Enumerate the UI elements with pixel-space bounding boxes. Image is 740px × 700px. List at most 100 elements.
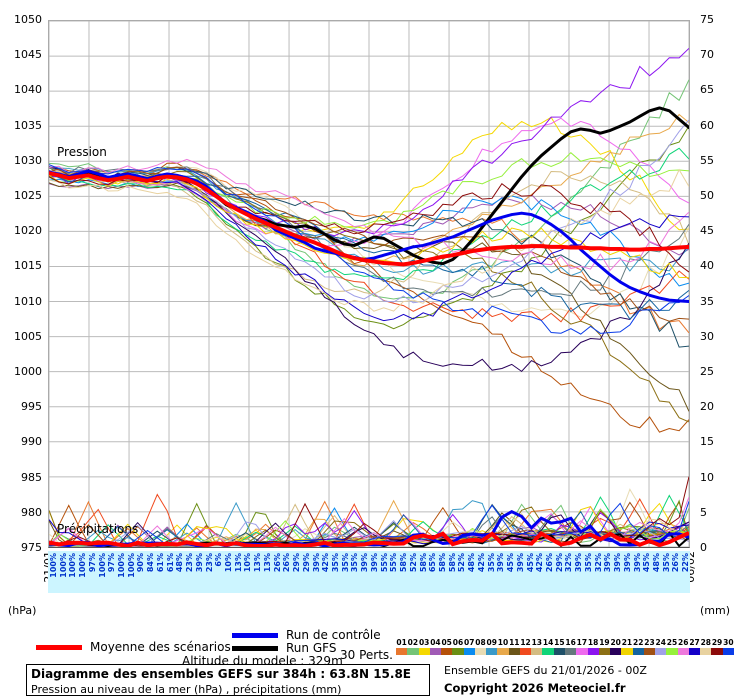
- member-pressure-line: [49, 113, 689, 267]
- member-color-swatch: [486, 648, 498, 655]
- member-number: 10: [497, 638, 509, 647]
- member-color-swatch: [452, 648, 464, 655]
- member-color-swatch: [632, 648, 644, 655]
- probability-label: 55%: [379, 553, 389, 573]
- probability-label: 100%: [48, 553, 58, 578]
- member-pressure-line: [49, 170, 689, 322]
- y-tick-right: 50: [700, 189, 714, 202]
- member-color-swatch: [396, 648, 408, 655]
- probability-label: 26%: [282, 553, 292, 573]
- member-number: 19: [599, 638, 610, 647]
- y-tick-left: 985: [21, 470, 42, 484]
- probability-label: 13%: [262, 553, 272, 573]
- member-number: 13: [531, 638, 543, 647]
- y-tick-right: 15: [700, 435, 714, 449]
- y-tick-left: 980: [21, 505, 42, 519]
- probability-label: 26%: [272, 553, 282, 573]
- member-color-swatch: [531, 648, 543, 655]
- member-color-swatch: [711, 648, 723, 655]
- probability-label: 39%: [360, 553, 370, 573]
- y-tick-left: 1045: [14, 48, 42, 62]
- member-number: 23: [644, 638, 655, 647]
- legend-gfs-label: Run GFS: [286, 641, 337, 655]
- member-pressure-line: [49, 182, 689, 412]
- series-control-pressure: [49, 169, 689, 304]
- y-tick-left: 1015: [14, 259, 42, 273]
- member-precip-line: [49, 496, 689, 547]
- probability-label: 32%: [564, 553, 574, 573]
- probability-label: 90%: [136, 553, 146, 573]
- member-number: 02: [407, 638, 419, 647]
- legend-control: Run de contrôle: [232, 628, 381, 642]
- member-color-swatch: [463, 648, 475, 655]
- member-number: 15: [554, 638, 565, 647]
- member-color-swatch: [429, 648, 442, 655]
- legend-control-label: Run de contrôle: [286, 628, 381, 642]
- member-number: 22: [632, 638, 644, 647]
- probability-label: 13%: [253, 553, 263, 573]
- gfs-swatch: [232, 646, 278, 651]
- run-info: Ensemble GEFS du 21/01/2026 - 00Z: [444, 664, 647, 677]
- probability-label: 35%: [583, 553, 593, 573]
- member-number: 30: [723, 638, 734, 647]
- probability-label: 61%: [155, 553, 165, 573]
- probability-label: 61%: [165, 553, 175, 573]
- member-color-swatch: [666, 648, 678, 655]
- probability-label: 39%: [603, 553, 613, 573]
- y-tick-right: 20: [700, 400, 714, 414]
- y-tick-right: 75: [700, 13, 714, 26]
- control-swatch: [232, 633, 278, 638]
- member-numbers: 01 02 03 04 05 06 07 08 09 10 11 12 13 14 15 16 17 18 19 20…: [396, 638, 734, 647]
- probability-label: 29%: [301, 553, 311, 573]
- run-meta: Ensemble GEFS du 21/01/2026 - 00Z Copyri…: [444, 664, 647, 695]
- y-tick-left: 1000: [14, 365, 42, 378]
- member-color-swatch: [474, 648, 487, 655]
- member-number: 06: [452, 638, 464, 647]
- member-number: 14: [542, 638, 554, 647]
- y-tick-left: 990: [21, 435, 42, 449]
- series-mean-pressure: [49, 171, 689, 267]
- member-color-swatch: [576, 648, 588, 655]
- member-number: 09: [486, 638, 497, 647]
- probability-label: 39%: [622, 553, 632, 573]
- member-number: 05: [441, 638, 452, 647]
- y-tick-left: 1005: [14, 329, 42, 343]
- member-color-swatch: [418, 648, 430, 655]
- member-number: 17: [576, 638, 588, 647]
- member-color-swatch: [564, 648, 577, 655]
- probability-label: 35%: [330, 553, 340, 573]
- probability-label: 48%: [651, 553, 661, 573]
- member-color-swatch: [587, 648, 599, 655]
- member-color-swatch: [497, 648, 509, 655]
- member-color-swatch: [621, 648, 633, 655]
- probability-label: 45%: [642, 553, 652, 573]
- probability-label: 39%: [311, 553, 321, 573]
- title-box: Diagramme des ensembles GEFS sur 384h : …: [26, 664, 430, 696]
- member-pressure-line: [49, 170, 689, 295]
- probability-label: 10%: [223, 553, 233, 573]
- member-color-swatch: [542, 648, 554, 655]
- y-tick-right: 45: [700, 224, 714, 238]
- y-tick-right: 40: [700, 259, 714, 273]
- probability-label: 52%: [457, 553, 467, 573]
- y-tick-left: 1020: [14, 224, 42, 238]
- probability-label: 35%: [340, 553, 350, 573]
- probability-label: 65%: [428, 553, 438, 573]
- member-color-swatch: [688, 648, 701, 655]
- member-number: 03: [418, 638, 430, 647]
- probability-label: 35%: [661, 553, 671, 573]
- probability-label: 58%: [418, 553, 428, 573]
- probability-label: 100%: [116, 553, 126, 578]
- probability-label: 58%: [447, 553, 457, 573]
- member-color-swatch: [655, 648, 667, 655]
- member-pressure-line: [49, 172, 689, 320]
- member-number: 07: [464, 638, 475, 647]
- member-color-swatch: [643, 648, 656, 655]
- member-pressure-line: [49, 147, 689, 281]
- chart-subtitle: Pression au niveau de la mer (hPa) , pré…: [31, 683, 342, 696]
- member-number: 04: [430, 638, 441, 647]
- probability-label: 35%: [350, 553, 360, 573]
- probability-label: 45%: [506, 553, 516, 573]
- legend-mean-label: Moyenne des scénarios: [90, 640, 231, 654]
- pressure-caption: Pression: [57, 145, 107, 159]
